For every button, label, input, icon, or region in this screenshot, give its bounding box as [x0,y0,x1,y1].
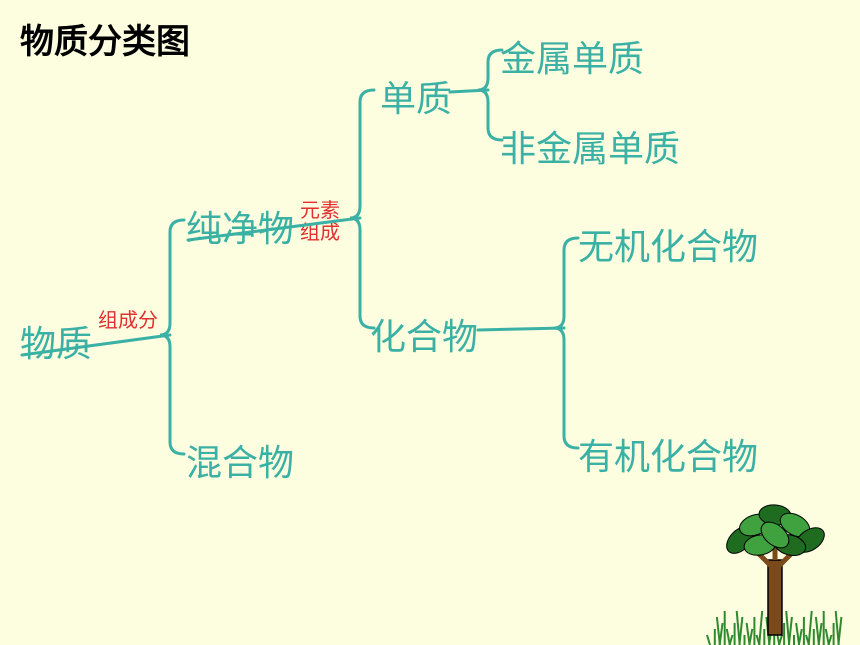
tree-icon [700,490,850,645]
